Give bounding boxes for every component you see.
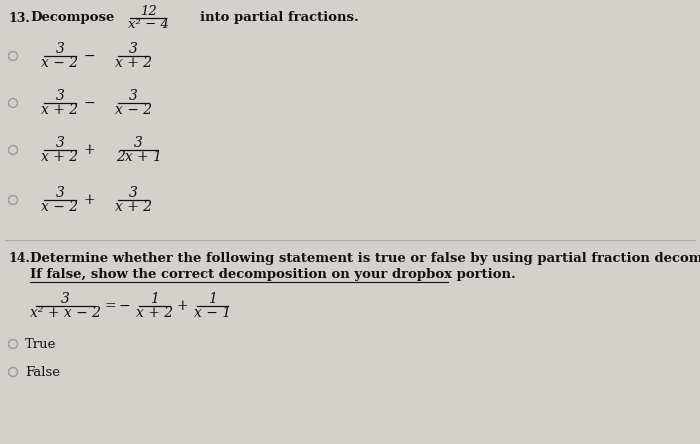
Text: −: −: [84, 96, 96, 110]
Text: x + 2: x + 2: [41, 103, 78, 117]
Text: Decompose: Decompose: [30, 12, 114, 24]
Text: +: +: [176, 299, 188, 313]
Text: x − 1: x − 1: [194, 306, 231, 320]
Text: 3: 3: [55, 89, 64, 103]
Text: 3: 3: [55, 186, 64, 200]
Text: 3: 3: [129, 186, 138, 200]
Text: =: =: [105, 299, 116, 313]
Text: Determine whether the following statement is true or false by using partial frac: Determine whether the following statemen…: [30, 252, 700, 265]
Text: True: True: [25, 337, 57, 350]
Text: +: +: [84, 143, 96, 157]
Text: 3: 3: [55, 42, 64, 56]
Text: 3: 3: [55, 136, 64, 150]
Text: If false, show the correct decomposition on your dropbox portion.: If false, show the correct decomposition…: [30, 268, 516, 281]
Text: x + 2: x + 2: [115, 200, 152, 214]
Text: 13.: 13.: [8, 12, 29, 24]
Text: x² + x − 2: x² + x − 2: [29, 306, 101, 320]
Text: x − 2: x − 2: [41, 56, 78, 70]
Text: −: −: [84, 49, 96, 63]
Text: 3: 3: [129, 89, 138, 103]
Text: x + 2: x + 2: [136, 306, 173, 320]
Text: −: −: [119, 299, 130, 313]
Text: 3: 3: [134, 136, 144, 150]
Text: 12: 12: [139, 5, 156, 18]
Text: x + 2: x + 2: [115, 56, 152, 70]
Text: 1: 1: [150, 292, 159, 306]
Text: False: False: [25, 365, 60, 378]
Text: 3: 3: [129, 42, 138, 56]
Text: x² − 4: x² − 4: [127, 18, 169, 31]
Text: 1: 1: [208, 292, 217, 306]
Text: x − 2: x − 2: [41, 200, 78, 214]
Text: x + 2: x + 2: [41, 150, 78, 164]
Text: 2x + 1: 2x + 1: [116, 150, 162, 164]
Text: 3: 3: [61, 292, 69, 306]
Text: +: +: [84, 193, 96, 207]
Text: x − 2: x − 2: [115, 103, 152, 117]
Text: 14.: 14.: [8, 252, 30, 265]
Text: into partial fractions.: into partial fractions.: [200, 12, 358, 24]
